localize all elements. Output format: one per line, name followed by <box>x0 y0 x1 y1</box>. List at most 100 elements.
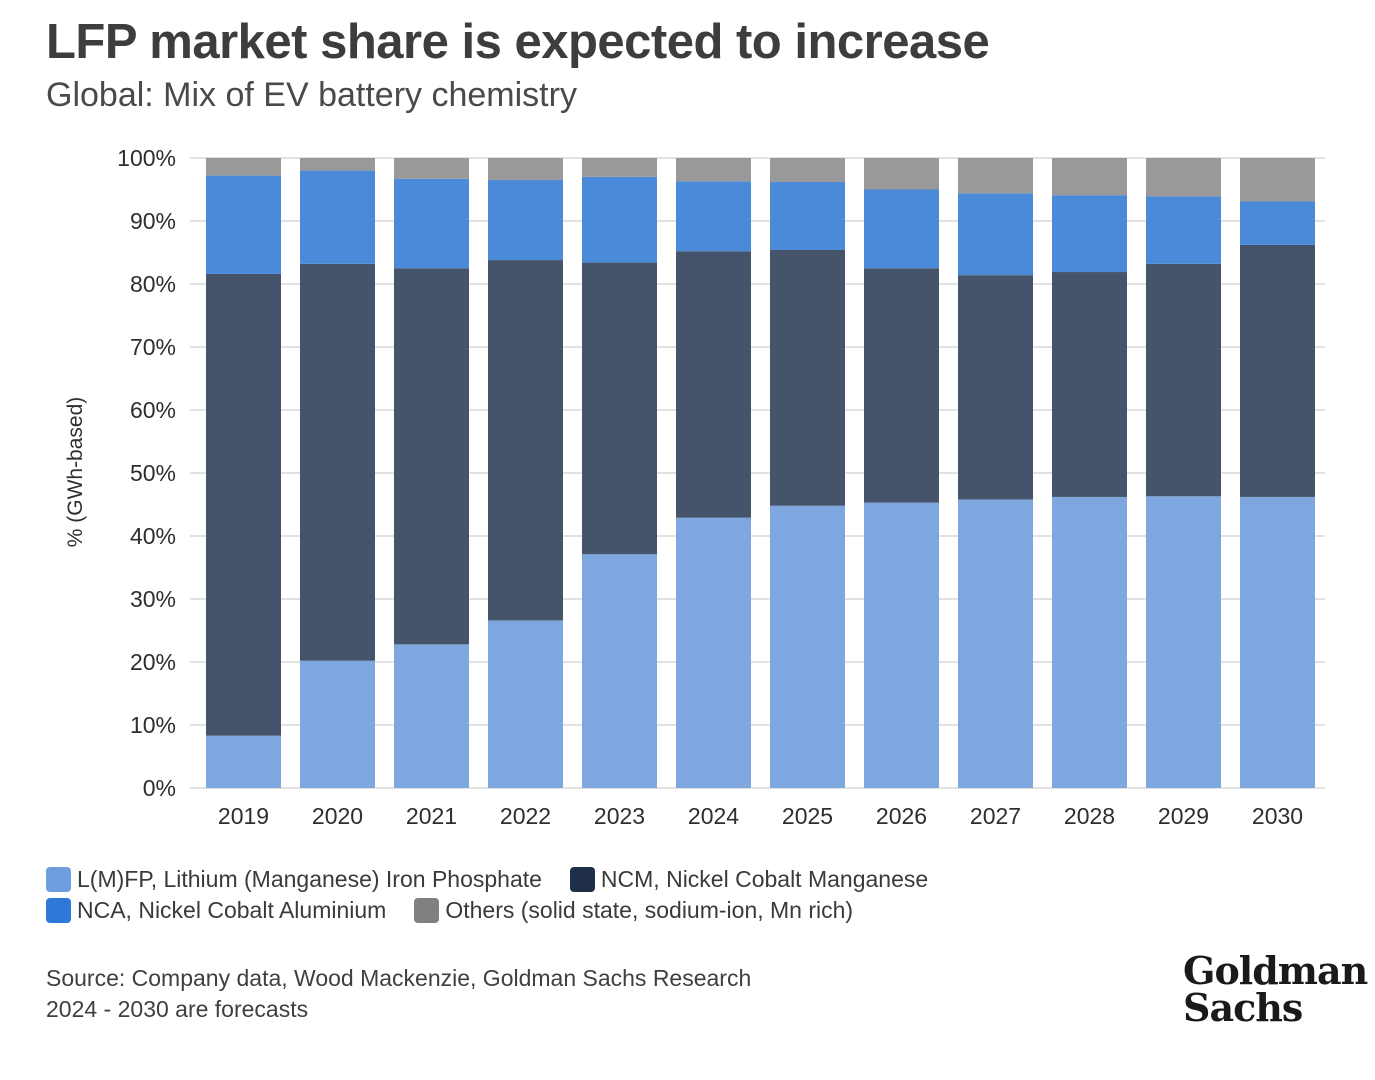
bar-ncm-2023 <box>582 262 657 555</box>
bar-nca-2030 <box>1240 201 1315 245</box>
legend-row-1: L(M)FP, Lithium (Manganese) Iron Phospha… <box>46 864 1046 895</box>
x-tick-label-2026: 2026 <box>876 803 927 829</box>
bar-lfp-2023 <box>582 554 657 788</box>
x-tick-label-2022: 2022 <box>500 803 551 829</box>
y-axis-label: % (GWh-based) <box>64 397 87 548</box>
bar-nca-2025 <box>770 181 845 250</box>
bar-others-2020 <box>300 158 375 171</box>
y-tick-label: 0% <box>143 775 176 801</box>
goldman-sachs-logo: Goldman Sachs <box>1183 948 1368 1030</box>
legend-swatch-others <box>414 898 440 923</box>
bar-lfp-2022 <box>488 620 563 788</box>
bar-ncm-2030 <box>1240 244 1315 497</box>
bar-lfp-2025 <box>770 505 845 788</box>
bar-lfp-2021 <box>394 644 469 788</box>
source-note: Source: Company data, Wood Mackenzie, Go… <box>46 963 751 1025</box>
bar-nca-2026 <box>864 189 939 269</box>
x-tick-label-2023: 2023 <box>594 803 645 829</box>
gridlines <box>190 157 1325 789</box>
x-tick-label-2025: 2025 <box>782 803 833 829</box>
bar-others-2028 <box>1052 158 1127 196</box>
x-tick-label-2024: 2024 <box>688 803 739 829</box>
x-tick-label-2029: 2029 <box>1158 803 1209 829</box>
x-tick-label-2019: 2019 <box>218 803 269 829</box>
logo-line-2: Sachs <box>1183 985 1303 1030</box>
y-tick-label: 30% <box>130 586 176 612</box>
bar-ncm-2029 <box>1146 263 1221 497</box>
y-tick-label: 100% <box>117 145 176 171</box>
y-tick-label: 50% <box>130 460 176 486</box>
bar-others-2030 <box>1240 158 1315 202</box>
x-tick-label-2021: 2021 <box>406 803 457 829</box>
bars <box>206 158 1315 788</box>
logo-line-1: Goldman <box>1183 948 1368 993</box>
bar-others-2021 <box>394 158 469 179</box>
bar-lfp-2029 <box>1146 496 1221 788</box>
y-axis-ticks: 0% 10% 20% 30% 40% 50% 60% 70% 80% 90% 100% <box>117 145 176 801</box>
x-tick-label-2027: 2027 <box>970 803 1021 829</box>
legend-item-nca: NCA, Nickel Cobalt Aluminium <box>46 897 386 924</box>
bar-lfp-2030 <box>1240 496 1315 788</box>
forecast-note: 2024 - 2030 are forecasts <box>46 996 309 1022</box>
bar-others-2022 <box>488 158 563 181</box>
chart-subtitle: Global: Mix of EV battery chemistry <box>46 76 577 114</box>
legend-swatch-ncm <box>569 867 595 892</box>
bar-ncm-2027 <box>958 275 1033 500</box>
bar-nca-2028 <box>1052 195 1127 273</box>
y-tick-label: 70% <box>130 334 176 360</box>
bar-others-2026 <box>864 158 939 190</box>
y-tick-label: 80% <box>130 271 176 297</box>
bar-nca-2019 <box>206 175 281 274</box>
bar-ncm-2019 <box>206 273 281 736</box>
bar-nca-2023 <box>582 176 657 263</box>
bar-nca-2020 <box>300 170 375 264</box>
source-text: Source: Company data, Wood Mackenzie, Go… <box>46 965 752 991</box>
legend-item-others: Others (solid state, sodium-ion, Mn rich… <box>414 897 853 924</box>
bar-nca-2022 <box>488 180 563 261</box>
legend-label-ncm: NCM, Nickel Cobalt Manganese <box>600 866 929 892</box>
bar-nca-2021 <box>394 178 469 269</box>
legend-swatch-lfp <box>46 867 71 892</box>
bar-others-2029 <box>1146 158 1221 197</box>
legend-item-ncm: NCM, Nickel Cobalt Manganese <box>569 866 929 893</box>
bar-nca-2029 <box>1146 196 1221 264</box>
bar-ncm-2026 <box>864 268 939 503</box>
y-tick-label: 10% <box>130 712 176 738</box>
legend-label-nca: NCA, Nickel Cobalt Aluminium <box>77 897 387 923</box>
x-tick-label-2028: 2028 <box>1064 803 1115 829</box>
bar-others-2019 <box>206 158 281 176</box>
legend-label-lfp: L(M)FP, Lithium (Manganese) Iron Phospha… <box>77 866 542 892</box>
y-tick-label: 20% <box>130 649 176 675</box>
bar-lfp-2027 <box>958 499 1033 788</box>
bar-lfp-2024 <box>676 517 751 788</box>
legend-item-lfp: L(M)FP, Lithium (Manganese) Iron Phospha… <box>46 866 542 893</box>
bar-ncm-2028 <box>1052 272 1127 497</box>
bar-others-2024 <box>676 158 751 182</box>
x-axis-ticks: 2019 2020 2021 2022 2023 2024 2025 2026 2027 2028… <box>218 803 1303 829</box>
bar-lfp-2026 <box>864 502 939 788</box>
bar-others-2027 <box>958 158 1033 194</box>
bar-others-2023 <box>582 158 657 177</box>
bar-lfp-2028 <box>1052 496 1127 788</box>
x-tick-label-2030: 2030 <box>1252 803 1303 829</box>
bar-nca-2024 <box>676 181 751 252</box>
y-tick-label: 60% <box>130 397 176 423</box>
chart-title: LFP market share is expected to increase <box>46 15 990 69</box>
bar-ncm-2025 <box>770 249 845 506</box>
legend-row-2: NCA, Nickel Cobalt Aluminium Others (sol… <box>46 895 1046 926</box>
bar-ncm-2020 <box>300 263 375 661</box>
legend: L(M)FP, Lithium (Manganese) Iron Phospha… <box>46 864 1046 926</box>
legend-swatch-nca <box>46 898 71 923</box>
stacked-bar-chart: 0%10%20%30%40%50%60%70%80%90%100% 2019 20… <box>64 145 1325 829</box>
bar-others-2025 <box>770 158 845 182</box>
bar-ncm-2021 <box>394 268 469 645</box>
y-tick-label: 90% <box>130 208 176 234</box>
legend-label-others: Others (solid state, sodium-ion, Mn rich… <box>445 897 854 923</box>
bar-lfp-2020 <box>300 660 375 788</box>
x-tick-label-2020: 2020 <box>312 803 363 829</box>
bar-ncm-2022 <box>488 260 563 621</box>
bar-nca-2027 <box>958 193 1033 276</box>
y-tick-label: 40% <box>130 523 176 549</box>
bar-lfp-2019 <box>206 735 281 788</box>
bar-ncm-2024 <box>676 251 751 518</box>
